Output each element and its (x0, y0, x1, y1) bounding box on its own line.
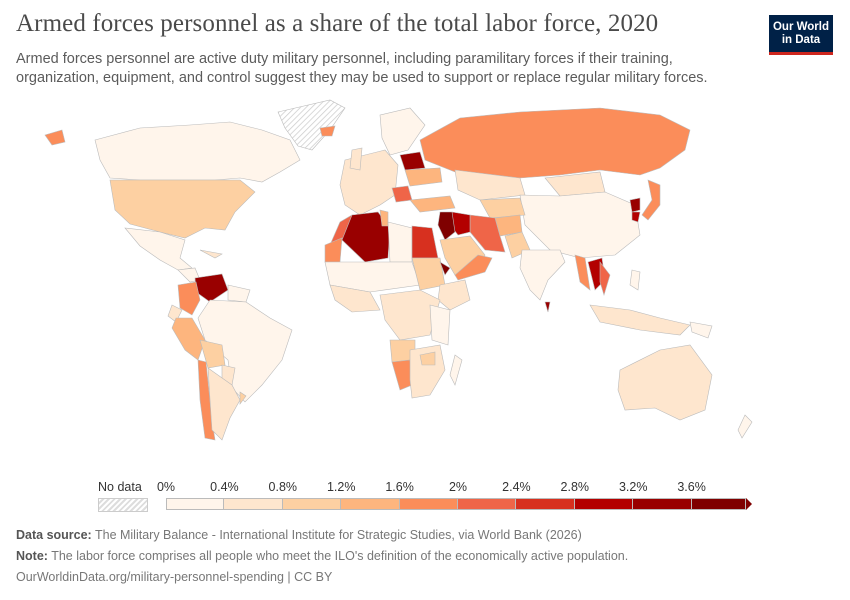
country-guianas[interactable] (227, 284, 251, 303)
country-east-africa[interactable] (429, 304, 451, 346)
country-south-korea[interactable] (631, 211, 641, 223)
country-mexico[interactable] (124, 227, 193, 271)
country-sahel[interactable] (324, 261, 421, 293)
legend-tick-label: 2.4% (502, 480, 531, 494)
legend-tick-label: 3.6% (677, 480, 706, 494)
country-chile[interactable] (197, 359, 216, 441)
legend-tick-label: 2.8% (560, 480, 590, 494)
legend-bin[interactable] (516, 498, 575, 510)
country-western-europe[interactable] (339, 149, 399, 216)
country-uk[interactable] (349, 147, 363, 171)
country-madagascar[interactable] (449, 354, 463, 386)
country-greenland[interactable] (277, 99, 346, 151)
country-turkey[interactable] (409, 195, 456, 213)
source-text: The Military Balance - International Ins… (94, 528, 582, 542)
country-zimbabwe[interactable] (419, 351, 436, 366)
country-argentina[interactable] (207, 367, 241, 441)
country-colombia[interactable] (177, 281, 201, 316)
country-sri-lanka[interactable] (544, 301, 551, 313)
legend-bin[interactable] (282, 498, 342, 510)
country-japan[interactable] (641, 179, 661, 221)
logo-line-2: in Data (781, 33, 821, 46)
country-cuba[interactable] (199, 249, 223, 259)
page-title: Armed forces personnel as a share of the… (16, 10, 659, 37)
legend-bin[interactable] (224, 498, 283, 510)
page-subtitle: Armed forces personnel are active duty m… (16, 51, 708, 86)
country-new-zealand[interactable] (737, 414, 753, 439)
country-namibia[interactable] (391, 359, 413, 391)
legend-tick-label: 0.4% (210, 480, 239, 494)
country-central-africa[interactable] (379, 289, 441, 341)
country-libya[interactable] (387, 221, 413, 263)
legend-arrow (746, 498, 752, 510)
logo-line-1: Our World (772, 20, 829, 33)
legend-tick-label: 3.2% (618, 480, 648, 494)
country-syria-jordan[interactable] (437, 211, 456, 241)
country-balkans[interactable] (391, 185, 413, 203)
country-scandinavia[interactable] (379, 107, 426, 156)
legend-bin[interactable] (399, 498, 458, 510)
country-india[interactable] (519, 249, 566, 301)
country-ukraine[interactable] (404, 167, 443, 187)
source-label: Data source: (16, 528, 92, 542)
data-source: Data source: The Military Balance - Inte… (16, 528, 582, 542)
country-australia[interactable] (617, 344, 713, 421)
no-data-label: No data (98, 480, 142, 494)
legend-bin[interactable] (341, 498, 400, 510)
legend-bin[interactable] (574, 498, 634, 510)
note: Note: The labor force comprises all peop… (16, 549, 628, 563)
country-bolivia[interactable] (199, 339, 226, 369)
country-egypt[interactable] (411, 225, 439, 259)
country-brazil[interactable] (197, 299, 293, 403)
owid-logo[interactable]: Our World in Data (769, 15, 833, 55)
legend-tick-label: 1.6% (385, 480, 414, 494)
country-western-sahara[interactable] (324, 237, 343, 263)
legend-bin[interactable] (166, 498, 225, 510)
legend-tick-label: 0.8% (268, 480, 298, 494)
country-belarus[interactable] (399, 151, 426, 171)
country-myanmar[interactable] (574, 254, 591, 291)
country-west-africa[interactable] (329, 284, 381, 313)
country-central-asia[interactable] (479, 197, 526, 219)
note-text: The labor force comprises all people who… (51, 549, 629, 563)
country-canada[interactable] (94, 121, 301, 183)
country-iceland[interactable] (319, 125, 336, 137)
country-usa[interactable] (109, 179, 256, 239)
legend-bin[interactable] (691, 498, 746, 510)
country-uruguay[interactable] (239, 391, 247, 405)
country-png[interactable] (689, 321, 713, 339)
country-malaysia-indonesia[interactable] (589, 304, 691, 336)
country-kazakhstan[interactable] (454, 169, 526, 201)
country-vietnam[interactable] (599, 261, 611, 297)
country-eritrea[interactable] (439, 261, 451, 276)
world-map[interactable] (0, 95, 850, 470)
country-ethiopia-somalia[interactable] (437, 279, 471, 311)
map-legend: No data 0% 0.4% 0.8% 1.2% 1.6% 2% 2.4% 2.8% 3.2%… (0, 478, 850, 512)
legend-tick-label: 2% (448, 480, 468, 494)
no-data-swatch[interactable] (98, 498, 148, 512)
legend-tick-label: 1.2% (326, 480, 356, 494)
source-url-link[interactable]: OurWorldinData.org/military-personnel-sp… (16, 570, 333, 584)
country-philippines[interactable] (629, 269, 641, 291)
legend-bin[interactable] (633, 498, 692, 510)
country-venezuela[interactable] (194, 273, 229, 303)
country-southern-africa[interactable] (409, 344, 446, 399)
country-algeria[interactable] (341, 211, 391, 263)
legend-bin[interactable] (458, 498, 517, 510)
country-oman-yemen[interactable] (454, 254, 493, 281)
country-alaska[interactable] (44, 129, 66, 146)
country-china[interactable] (519, 191, 641, 259)
note-label: Note: (16, 549, 48, 563)
legend-tick-label: 0% (156, 480, 176, 494)
country-north-korea[interactable] (629, 197, 641, 213)
